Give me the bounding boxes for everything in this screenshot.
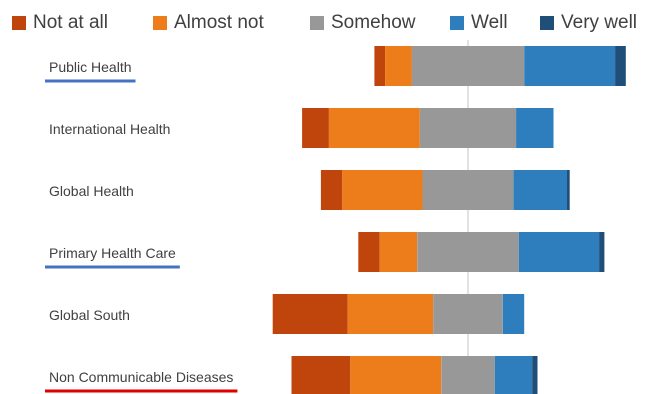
bar-segment (524, 46, 616, 86)
bar-segment (518, 232, 600, 272)
legend-swatch (153, 16, 167, 30)
category-label: International Health (49, 121, 170, 137)
bar-segment (350, 356, 442, 394)
legend-label: Very well (561, 12, 638, 33)
bar-segment (494, 356, 533, 394)
legend-item: Almost not (153, 10, 264, 36)
bar-segment (385, 46, 412, 86)
bar-segment (441, 356, 495, 394)
legend-swatch (540, 16, 554, 30)
bar-segment (347, 294, 434, 334)
bar-segment (411, 46, 525, 86)
category-label: Global South (49, 307, 130, 323)
legend-item: Well (450, 10, 508, 36)
legend-label: Not at all (33, 12, 108, 33)
bar-segment (532, 356, 538, 394)
bar-segment (379, 232, 418, 272)
category-label: Non Communicable Diseases (49, 369, 233, 385)
bar-segment (513, 170, 567, 210)
bar-segment (302, 108, 329, 148)
bar-segment (419, 108, 517, 148)
category-label: Public Health (49, 59, 132, 75)
legend-label: Well (471, 12, 508, 33)
legend: Not at all Almost not Somehow Well Very well (0, 10, 657, 36)
bar-segment (291, 356, 351, 394)
legend-swatch (450, 16, 464, 30)
bar-segment (422, 170, 514, 210)
legend-item: Very well (540, 10, 637, 36)
legend-item: Not at all (12, 10, 108, 36)
category-label: Global Health (49, 183, 134, 199)
bar-segment (516, 108, 554, 148)
bar-segment (272, 294, 348, 334)
bar-segment (567, 170, 570, 210)
bar-segment (342, 170, 423, 210)
legend-item: Somehow (310, 10, 416, 36)
bar-segment (502, 294, 525, 334)
bar-segment (320, 170, 343, 210)
bar-segment (328, 108, 420, 148)
legend-swatch (12, 16, 26, 30)
bar-segment (599, 232, 605, 272)
legend-label: Almost not (174, 12, 264, 33)
bar-segment (358, 232, 380, 272)
bar-segment (417, 232, 519, 272)
bar-segment (374, 46, 386, 86)
legend-swatch (310, 16, 324, 30)
category-label: Primary Health Care (49, 245, 176, 261)
bar-segment (615, 46, 626, 86)
legend-label: Somehow (331, 12, 416, 33)
bar-segment (433, 294, 503, 334)
